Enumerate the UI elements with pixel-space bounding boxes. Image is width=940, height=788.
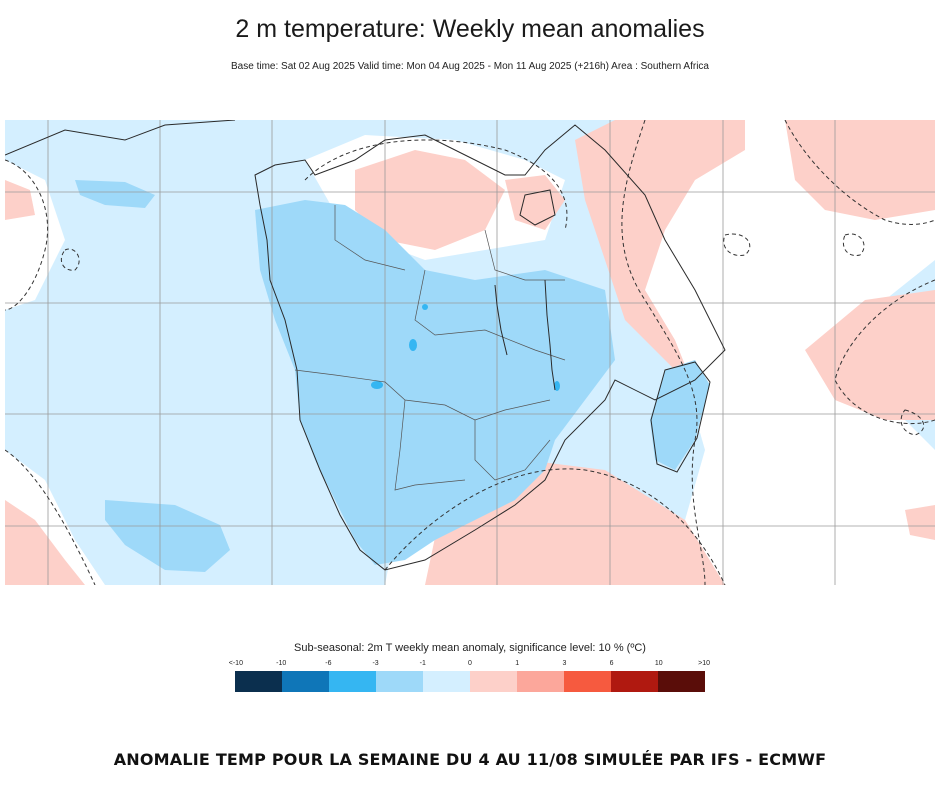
legend-label: -1: [419, 660, 426, 667]
color-swatch: [329, 671, 376, 692]
legend-label: 6: [609, 660, 614, 667]
legend-label: 1: [515, 660, 520, 667]
legend-label: 0: [468, 660, 472, 667]
legend-label: 10: [654, 660, 663, 667]
anomaly-map: [5, 120, 935, 585]
great-lakes: [494, 189, 556, 391]
map-subtitle: Base time: Sat 02 Aug 2025 Valid time: M…: [231, 61, 709, 72]
legend-title: Sub-seasonal: 2m T weekly mean anomaly, …: [294, 642, 646, 654]
legend-label: <-10: [228, 660, 243, 667]
land-cool-anomaly: [75, 180, 710, 572]
color-swatch: [235, 671, 282, 692]
country-borders: [294, 205, 566, 491]
legend-label: -10: [276, 660, 287, 667]
color-swatch: [423, 671, 470, 692]
color-swatch: [611, 671, 658, 692]
legend-label: 3: [562, 660, 567, 667]
map-title: 2 m temperature: Weekly mean anomalies: [235, 15, 705, 43]
color-swatch: [658, 671, 705, 692]
color-swatch: [564, 671, 611, 692]
legend-labels: <-10 -10 -6 -3 -1 0 1 3 6 10 >10: [229, 660, 710, 672]
color-swatch: [470, 671, 517, 692]
legend-label: >10: [698, 660, 711, 667]
strong-cool-spots: [371, 304, 560, 391]
color-swatch: [282, 671, 329, 692]
color-swatch: [376, 671, 423, 692]
legend-label: -3: [372, 660, 379, 667]
color-swatch: [517, 671, 564, 692]
coastlines: [5, 120, 726, 571]
color-scale-bar: [235, 671, 705, 692]
significance-contours: [5, 120, 935, 585]
caption-text: ANOMALIE TEMP POUR LA SEMAINE DU 4 AU 11…: [113, 750, 827, 769]
legend-label: -6: [325, 660, 332, 667]
